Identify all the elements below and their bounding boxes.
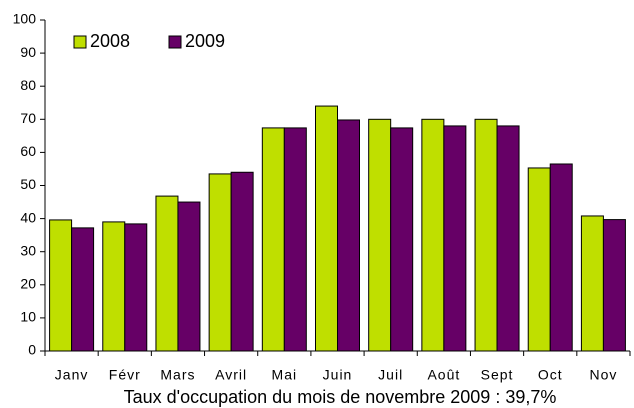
y-tick-label: 70	[20, 110, 36, 126]
x-tick-label: Nov	[589, 367, 617, 383]
bar	[474, 118, 498, 352]
bar	[443, 125, 467, 352]
x-tick-label: Oct	[538, 367, 563, 383]
bar	[283, 127, 307, 352]
y-tick-label: 60	[20, 143, 36, 159]
bar	[496, 125, 520, 352]
x-tick-label: Mai	[272, 367, 298, 383]
bar	[602, 219, 626, 352]
bar	[155, 195, 179, 352]
bar	[368, 118, 392, 352]
legend-label: 2009	[185, 31, 225, 51]
x-tick-label: Août	[427, 367, 460, 383]
bar	[71, 227, 95, 352]
chart-subtitle: Taux d'occupation du mois de novembre 20…	[124, 387, 557, 407]
bar	[527, 167, 551, 352]
legend-swatch	[168, 35, 182, 49]
bar	[102, 221, 126, 352]
bar	[230, 171, 254, 352]
y-tick-label: 0	[28, 342, 36, 358]
y-tick-label: 50	[20, 176, 36, 192]
bar	[177, 201, 201, 352]
y-tick-label: 100	[13, 11, 37, 27]
x-tick-label: Janv	[55, 367, 89, 383]
bar	[421, 118, 445, 352]
x-tick-label: Sept	[481, 367, 514, 383]
x-tick-label: Mars	[160, 367, 195, 383]
y-tick-label: 90	[20, 44, 36, 60]
x-tick-label: Avril	[215, 367, 247, 383]
bar	[261, 127, 285, 352]
legend-label: 2008	[90, 31, 130, 51]
bar	[549, 163, 573, 352]
bar	[337, 119, 360, 352]
y-tick-label: 80	[20, 77, 36, 93]
y-tick-label: 40	[20, 209, 36, 225]
bar	[580, 215, 604, 352]
x-tick-label: Févr	[109, 367, 141, 383]
x-tick-label: Juin	[323, 367, 353, 383]
bar	[208, 173, 232, 352]
bar	[390, 127, 414, 352]
x-tick-label: Juil	[378, 367, 403, 383]
bar	[315, 105, 338, 352]
y-tick-label: 20	[20, 276, 36, 292]
legend-swatch	[73, 35, 87, 49]
bar	[49, 219, 73, 352]
y-tick-label: 30	[20, 242, 36, 258]
y-tick-label: 10	[20, 309, 36, 325]
bar	[124, 223, 148, 352]
